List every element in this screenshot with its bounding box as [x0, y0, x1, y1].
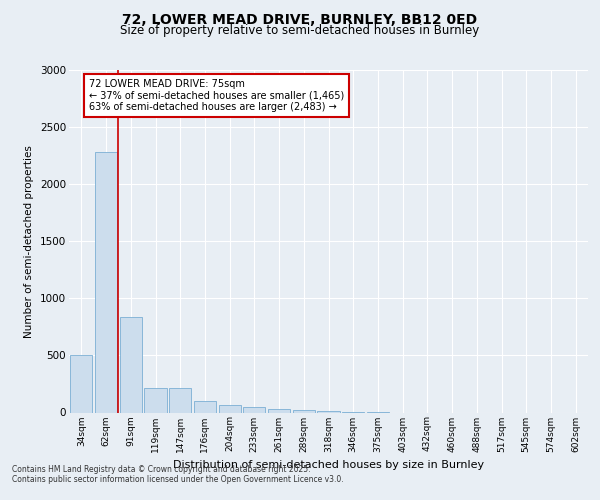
Text: 72 LOWER MEAD DRIVE: 75sqm
← 37% of semi-detached houses are smaller (1,465)
63%: 72 LOWER MEAD DRIVE: 75sqm ← 37% of semi… [89, 79, 344, 112]
Text: 72, LOWER MEAD DRIVE, BURNLEY, BB12 0ED: 72, LOWER MEAD DRIVE, BURNLEY, BB12 0ED [122, 12, 478, 26]
Bar [70, 356, 92, 412]
Bar [243, 408, 265, 412]
Text: Size of property relative to semi-detached houses in Burnley: Size of property relative to semi-detach… [121, 24, 479, 37]
X-axis label: Distribution of semi-detached houses by size in Burnley: Distribution of semi-detached houses by … [173, 460, 484, 470]
Bar [194, 401, 216, 412]
Text: Contains public sector information licensed under the Open Government Licence v3: Contains public sector information licen… [12, 475, 344, 484]
Bar [293, 410, 315, 412]
Bar [119, 316, 142, 412]
Y-axis label: Number of semi-detached properties: Number of semi-detached properties [25, 145, 34, 338]
Bar [169, 388, 191, 412]
Bar [95, 152, 117, 412]
Text: Contains HM Land Registry data © Crown copyright and database right 2025.: Contains HM Land Registry data © Crown c… [12, 465, 311, 474]
Bar [268, 409, 290, 412]
Bar [145, 388, 167, 412]
Bar [218, 404, 241, 412]
